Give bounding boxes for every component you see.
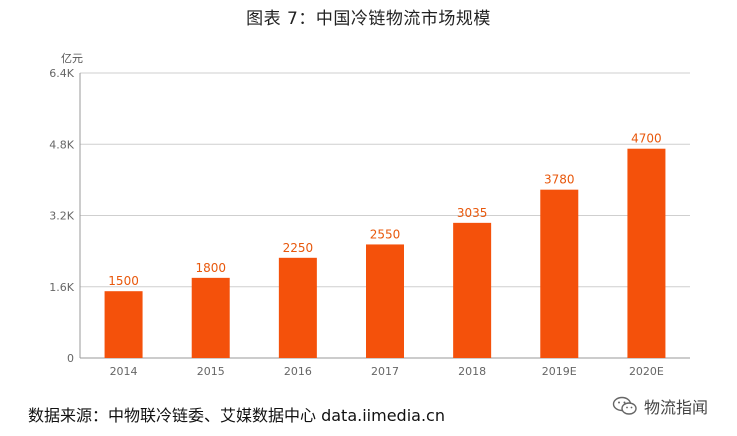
bar: [453, 222, 492, 358]
x-tick-label: 2014: [110, 365, 138, 378]
bar: [191, 277, 230, 358]
watermark: 物流指闻: [612, 394, 708, 418]
bar-value-label: 1800: [195, 261, 226, 275]
x-tick-label: 2019E: [542, 365, 577, 378]
x-tick-label: 2020E: [629, 365, 664, 378]
bar-value-label: 3035: [457, 206, 488, 220]
y-tick-label: 6.4K: [49, 67, 74, 80]
bar: [104, 291, 143, 358]
value-labels: 1500 1800 2250 2550 3035 3780 4700: [108, 132, 661, 289]
bar: [540, 189, 579, 358]
x-tick-label: 2018: [458, 365, 486, 378]
bar-value-label: 2250: [283, 241, 314, 255]
y-tick-label: 4.8K: [49, 138, 74, 151]
bars: [104, 148, 666, 358]
bar-value-label: 3780: [544, 173, 575, 187]
x-tick-label: 2015: [197, 365, 225, 378]
x-tick-label: 2016: [284, 365, 312, 378]
bar-value-label: 4700: [631, 132, 662, 146]
y-axis-ticks: 0 1.6K 3.2K 4.8K 6.4K: [49, 67, 74, 365]
x-axis-ticks: 2014 2015 2016 2017 2018 2019E 2020E: [110, 365, 664, 378]
data-source-note: 数据来源：中物联冷链委、艾媒数据中心 data.iimedia.cn: [28, 406, 445, 425]
y-axis-unit-label: 亿元: [61, 52, 83, 65]
x-tick-label: 2017: [371, 365, 399, 378]
wechat-icon: [612, 396, 637, 415]
y-tick-label: 0: [67, 352, 74, 365]
bar-value-label: 1500: [108, 274, 139, 288]
bar: [627, 148, 666, 358]
bar: [278, 257, 317, 358]
chart-title: 图表 7：中国冷链物流市场规模: [246, 9, 491, 29]
y-tick-label: 1.6K: [49, 281, 74, 294]
watermark-text: 物流指闻: [644, 398, 709, 417]
bar-value-label: 2550: [370, 227, 401, 241]
bar: [366, 244, 404, 358]
y-tick-label: 3.2K: [49, 210, 74, 223]
